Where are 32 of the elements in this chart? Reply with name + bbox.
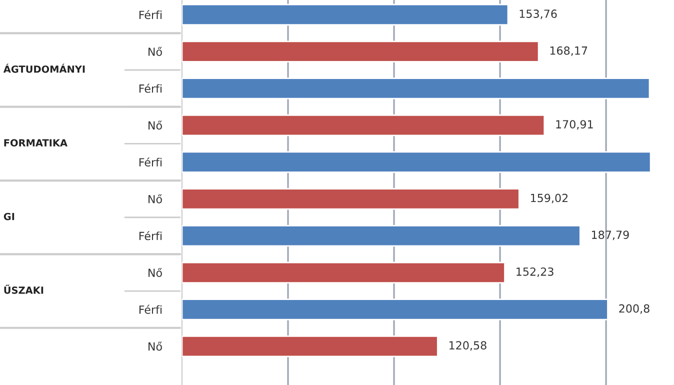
bar (182, 114, 546, 136)
text: GI (4, 212, 14, 220)
data-label: 152,23 (516, 267, 554, 277)
y-tick-label: Férfi (139, 10, 162, 20)
bar (182, 151, 652, 173)
bar (182, 335, 438, 358)
data-label: 153,76 (520, 10, 557, 20)
data-label: 200,8 (619, 304, 650, 314)
bar (182, 4, 509, 26)
bar (182, 40, 540, 62)
bar (182, 298, 608, 320)
y-tick-label: Nő (148, 120, 162, 130)
bar (182, 188, 520, 210)
bar (182, 224, 581, 247)
bar (182, 262, 506, 284)
data-label: 187,79 (592, 230, 629, 240)
text: FORMATIKA (4, 139, 68, 147)
data-label: 120,58 (449, 341, 486, 351)
y-tick-label: Férfi (139, 84, 162, 93)
text: ŰSZAKI (4, 284, 44, 294)
y-tick-label: Férfi (139, 157, 162, 166)
y-tick-label: Nő (148, 268, 162, 278)
data-label: 159,02 (530, 194, 568, 204)
data-label: 170,91 (556, 120, 593, 130)
y-tick-label: Nő (148, 342, 162, 351)
text: ÁGTUDOMÁNYI (3, 64, 85, 73)
bar (182, 78, 650, 100)
y-tick-label: Férfi (139, 304, 162, 314)
y-tick-label: Nő (148, 46, 162, 56)
y-tick-label: Férfi (139, 231, 162, 240)
y-tick-label: Nő (148, 194, 162, 204)
data-label: 168,17 (550, 46, 588, 56)
